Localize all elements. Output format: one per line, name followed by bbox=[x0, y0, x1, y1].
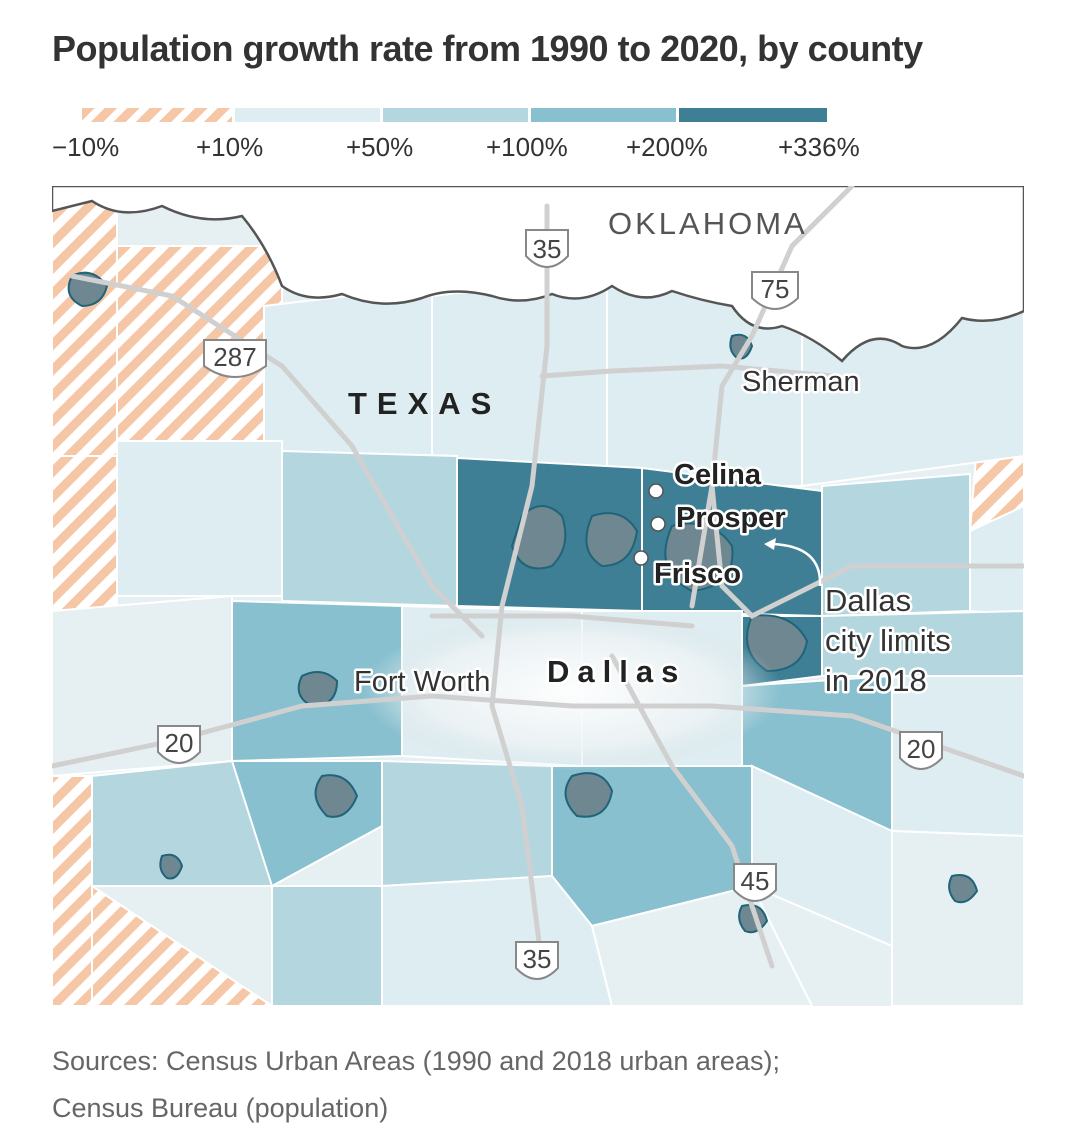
legend-tick: +10% bbox=[196, 132, 264, 162]
highway-shields: 35 75 287 20 20 45 bbox=[157, 229, 943, 980]
shield-us75: 75 bbox=[751, 271, 799, 310]
shield-i35-north: 35 bbox=[525, 229, 569, 268]
shield-label: 35 bbox=[523, 944, 552, 974]
shield-us287: 287 bbox=[203, 339, 267, 378]
shield-i20-east: 20 bbox=[899, 731, 943, 770]
metro-core bbox=[362, 611, 782, 771]
shield-i45: 45 bbox=[733, 863, 777, 902]
legend: −10% +10% +50% +100% +200% +336% bbox=[52, 104, 882, 164]
state-label-oklahoma: OKLAHOMA bbox=[608, 206, 808, 241]
legend-tick: +100% bbox=[486, 132, 568, 162]
shield-label: 20 bbox=[907, 734, 936, 764]
annotation-arrowhead bbox=[764, 538, 776, 550]
county bbox=[891, 829, 1024, 1006]
road-connector bbox=[539, 363, 835, 379]
annotation-arrow bbox=[771, 542, 822, 587]
county-decline bbox=[52, 455, 118, 612]
road-us287 bbox=[69, 273, 485, 639]
annotation-line-2: city limits bbox=[825, 623, 951, 658]
city-label-frisco: Frisco bbox=[654, 558, 741, 590]
road-us75 bbox=[689, 186, 855, 609]
city-label-fort-worth: Fort Worth bbox=[354, 666, 490, 698]
county-decline bbox=[52, 775, 93, 1006]
legend-swatch-200-336 bbox=[679, 108, 827, 122]
map-svg: 35 75 287 20 20 45 bbox=[52, 186, 1024, 1006]
legend-tick: −10% bbox=[52, 132, 120, 162]
legend-swatch-10-50 bbox=[235, 108, 380, 122]
county bbox=[431, 274, 608, 477]
urban-area bbox=[159, 853, 184, 880]
road-connector bbox=[709, 483, 1024, 620]
county bbox=[271, 885, 383, 1006]
chart-title: Population growth rate from 1990 to 2020… bbox=[52, 28, 923, 69]
city-label-sherman: Sherman bbox=[742, 366, 860, 398]
legend-tick: +200% bbox=[626, 132, 708, 162]
county bbox=[891, 675, 1024, 838]
source-line: Census Bureau (population) bbox=[52, 1093, 389, 1123]
state-label-texas: TEXAS bbox=[348, 386, 501, 421]
county bbox=[969, 504, 1024, 618]
urban-area bbox=[948, 874, 979, 904]
road-connector bbox=[429, 613, 695, 629]
annotation-line-3: in 2018 bbox=[825, 663, 927, 698]
source-note: Sources: Census Urban Areas (1990 and 20… bbox=[52, 1038, 780, 1132]
urban-area bbox=[585, 512, 639, 568]
county-map: 35 75 287 20 20 45 bbox=[52, 186, 1024, 1006]
city-label-celina: Celina bbox=[674, 459, 762, 491]
shield-label: 35 bbox=[533, 234, 562, 264]
oklahoma-region bbox=[52, 186, 1024, 363]
shield-i35-south: 35 bbox=[515, 941, 559, 980]
legend-swatch-50-100 bbox=[383, 108, 528, 122]
road-i45 bbox=[609, 653, 775, 969]
city-marker-prosper bbox=[650, 516, 666, 532]
county-decline bbox=[52, 186, 118, 457]
urban-area bbox=[314, 774, 359, 818]
urban-area bbox=[297, 671, 339, 708]
legend-tick: +336% bbox=[778, 132, 860, 162]
road-i35 bbox=[489, 203, 550, 969]
city-marker-celina bbox=[648, 483, 664, 499]
shield-label: 75 bbox=[761, 274, 790, 304]
shield-label: 20 bbox=[165, 728, 194, 758]
legend-tick: +50% bbox=[346, 132, 414, 162]
county-decline bbox=[91, 884, 274, 1006]
city-label-dallas: Dallas bbox=[547, 654, 686, 689]
county bbox=[116, 440, 283, 597]
shield-i20-west: 20 bbox=[157, 725, 201, 764]
shield-label: 45 bbox=[741, 866, 770, 896]
city-marker-frisco bbox=[633, 550, 649, 566]
legend-swatch-100-200 bbox=[531, 108, 676, 122]
annotation-line-1: Dallas bbox=[825, 583, 911, 618]
city-label-prosper: Prosper bbox=[676, 502, 786, 534]
shield-label: 287 bbox=[213, 342, 256, 372]
legend-swatch-decline bbox=[82, 108, 232, 122]
urban-area bbox=[564, 772, 614, 818]
source-line: Sources: Census Urban Areas (1990 and 20… bbox=[52, 1046, 780, 1076]
